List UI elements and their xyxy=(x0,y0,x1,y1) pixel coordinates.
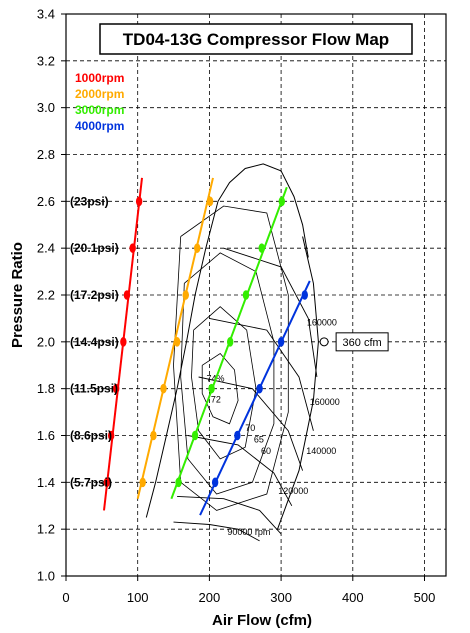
data-point xyxy=(194,243,201,253)
data-point xyxy=(211,477,219,488)
map-speed-label: 90000 rpm xyxy=(227,527,270,537)
legend-entry: 3000rpm xyxy=(75,103,124,117)
y-tick-label: 2.6 xyxy=(37,194,55,209)
series-1000rpm xyxy=(103,177,143,511)
data-point xyxy=(278,196,286,207)
y-axis-title: Pressure Ratio xyxy=(9,242,26,348)
speed-line xyxy=(209,317,314,431)
map-speed-label: 120000 xyxy=(278,486,308,496)
y-tick-label: 1.0 xyxy=(37,569,55,584)
surge-line xyxy=(145,163,309,518)
x-tick-label: 300 xyxy=(270,590,292,605)
rpm-series xyxy=(103,177,311,516)
y-tick-label: 2.0 xyxy=(37,334,55,349)
series-4000rpm xyxy=(199,280,311,516)
efficiency-island xyxy=(201,352,239,425)
y-tick-label: 3.0 xyxy=(37,100,55,115)
legend: 1000rpm 2000rpm 3000rpm 4000rpm xyxy=(75,71,124,133)
boost-psi-labels: (23psi) (20.1psi) (17.2psi) (14.4psi) (11.5p… xyxy=(70,194,119,489)
y-tick-label: 2.8 xyxy=(37,147,55,162)
legend-entry: 4000rpm xyxy=(75,119,124,133)
data-point xyxy=(123,290,131,300)
map-speed-label: 160000 xyxy=(307,317,337,327)
speed-line xyxy=(173,521,260,542)
legend-entry: 1000rpm xyxy=(75,71,124,85)
psi-label: (5.7psi) xyxy=(70,475,112,489)
psi-label: (11.5psi) xyxy=(70,382,118,396)
x-tick-label: 400 xyxy=(342,590,364,605)
speed-line xyxy=(223,247,318,378)
y-tick-label: 2.2 xyxy=(37,288,55,303)
map-speed-label: 60 xyxy=(261,446,271,456)
data-point xyxy=(112,383,120,394)
series-2000rpm xyxy=(136,177,214,499)
data-point xyxy=(160,383,167,394)
x-tick-label: 0 xyxy=(62,590,69,605)
data-point xyxy=(277,337,285,347)
data-point xyxy=(182,290,189,300)
callout-label: 360 cfm xyxy=(343,337,382,349)
psi-label: (20.1psi) xyxy=(70,241,119,255)
data-point xyxy=(256,383,263,394)
efficiency-island xyxy=(191,306,257,460)
chart-title-box: TD04-13G Compressor Flow Map xyxy=(99,23,413,55)
psi-label: (14.4psi) xyxy=(70,335,119,349)
y-tick-label: 3.4 xyxy=(37,7,55,22)
map-speed-label: 160000 xyxy=(310,397,340,407)
y-tick-label: 1.8 xyxy=(37,381,55,396)
map-speed-label: 140000 xyxy=(306,446,336,456)
data-point xyxy=(208,383,215,394)
data-point xyxy=(129,243,136,253)
data-point xyxy=(175,477,182,488)
efficiency-island xyxy=(180,252,275,495)
x-tick-label: 500 xyxy=(414,590,436,605)
speed-line xyxy=(187,435,293,507)
efficiency-island xyxy=(173,205,289,511)
speed-line xyxy=(198,376,304,471)
data-point xyxy=(135,196,143,207)
map-speed-label: 72 xyxy=(211,395,221,405)
psi-label: (23psi) xyxy=(70,194,109,208)
cfm-callout: 360 cfm xyxy=(319,332,389,352)
data-point xyxy=(107,430,115,441)
data-point xyxy=(301,290,308,300)
data-point xyxy=(234,430,241,441)
data-point xyxy=(242,290,250,300)
y-tick-label: 1.4 xyxy=(37,475,55,490)
callout-marker xyxy=(319,337,329,347)
grid-lines xyxy=(66,13,446,576)
y-tick-label: 2.4 xyxy=(37,241,55,256)
legend-entry: 2000rpm xyxy=(75,87,124,101)
psi-label: (17.2psi) xyxy=(70,288,119,302)
data-point xyxy=(150,430,157,441)
data-point xyxy=(258,243,265,253)
x-tick-label: 200 xyxy=(199,590,221,605)
chart-title: TD04-13G Compressor Flow Map xyxy=(123,30,389,49)
choke-line xyxy=(277,236,319,530)
map-speed-label: 65 xyxy=(254,435,264,445)
x-tick-label: 100 xyxy=(127,590,149,605)
y-tick-label: 3.2 xyxy=(37,53,55,68)
compressor-map-background xyxy=(145,163,319,542)
series-3000rpm xyxy=(170,186,288,500)
data-point xyxy=(139,477,146,488)
psi-label: (8.6psi) xyxy=(70,429,112,443)
axes: 0 100 200 300 400 500 1.0 1.2 1.4 1.6 1.8 2.0 2.2 2.4… xyxy=(37,7,447,605)
series-line xyxy=(199,280,311,516)
map-speed-label: 70 xyxy=(245,423,255,433)
callout-box xyxy=(335,332,389,352)
data-point xyxy=(120,337,127,347)
x-axis-title: Air Flow (cfm) xyxy=(212,612,312,629)
data-point xyxy=(173,337,181,347)
data-point xyxy=(103,477,111,488)
y-tick-label: 1.2 xyxy=(37,522,55,537)
data-point xyxy=(191,430,199,441)
data-point xyxy=(226,337,234,347)
data-point xyxy=(206,196,214,207)
y-tick-label: 1.6 xyxy=(37,428,55,443)
